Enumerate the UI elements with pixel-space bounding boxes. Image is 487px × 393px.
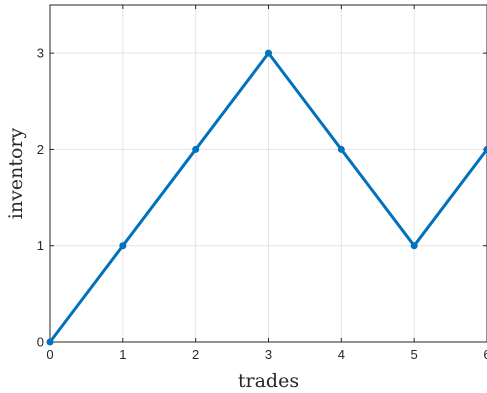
x-tick-label: 4 [338,347,345,362]
x-tick-label: 2 [192,347,199,362]
data-point [337,145,345,153]
x-tick-label: 6 [483,347,487,362]
data-point [46,338,54,346]
y-axis-title: inventory [5,128,27,220]
series-layer [46,49,487,346]
y-tick-label: 0 [37,335,44,350]
data-point [483,145,487,153]
data-point [192,145,200,153]
y-tick-label: 3 [37,46,44,61]
y-tick-label: 2 [37,142,44,157]
x-tick-label: 5 [411,347,418,362]
data-point [410,242,418,250]
x-axis-title: trades [238,370,299,392]
y-tick-label: 1 [37,238,44,253]
x-tick-label: 1 [119,347,126,362]
data-point [265,49,272,57]
data-point [119,242,127,250]
tick-labels: 0 1 2 3 4 5 6 0 1 2 3 [37,46,487,362]
x-tick-label: 3 [265,347,272,362]
x-tick-label: 0 [46,347,53,362]
